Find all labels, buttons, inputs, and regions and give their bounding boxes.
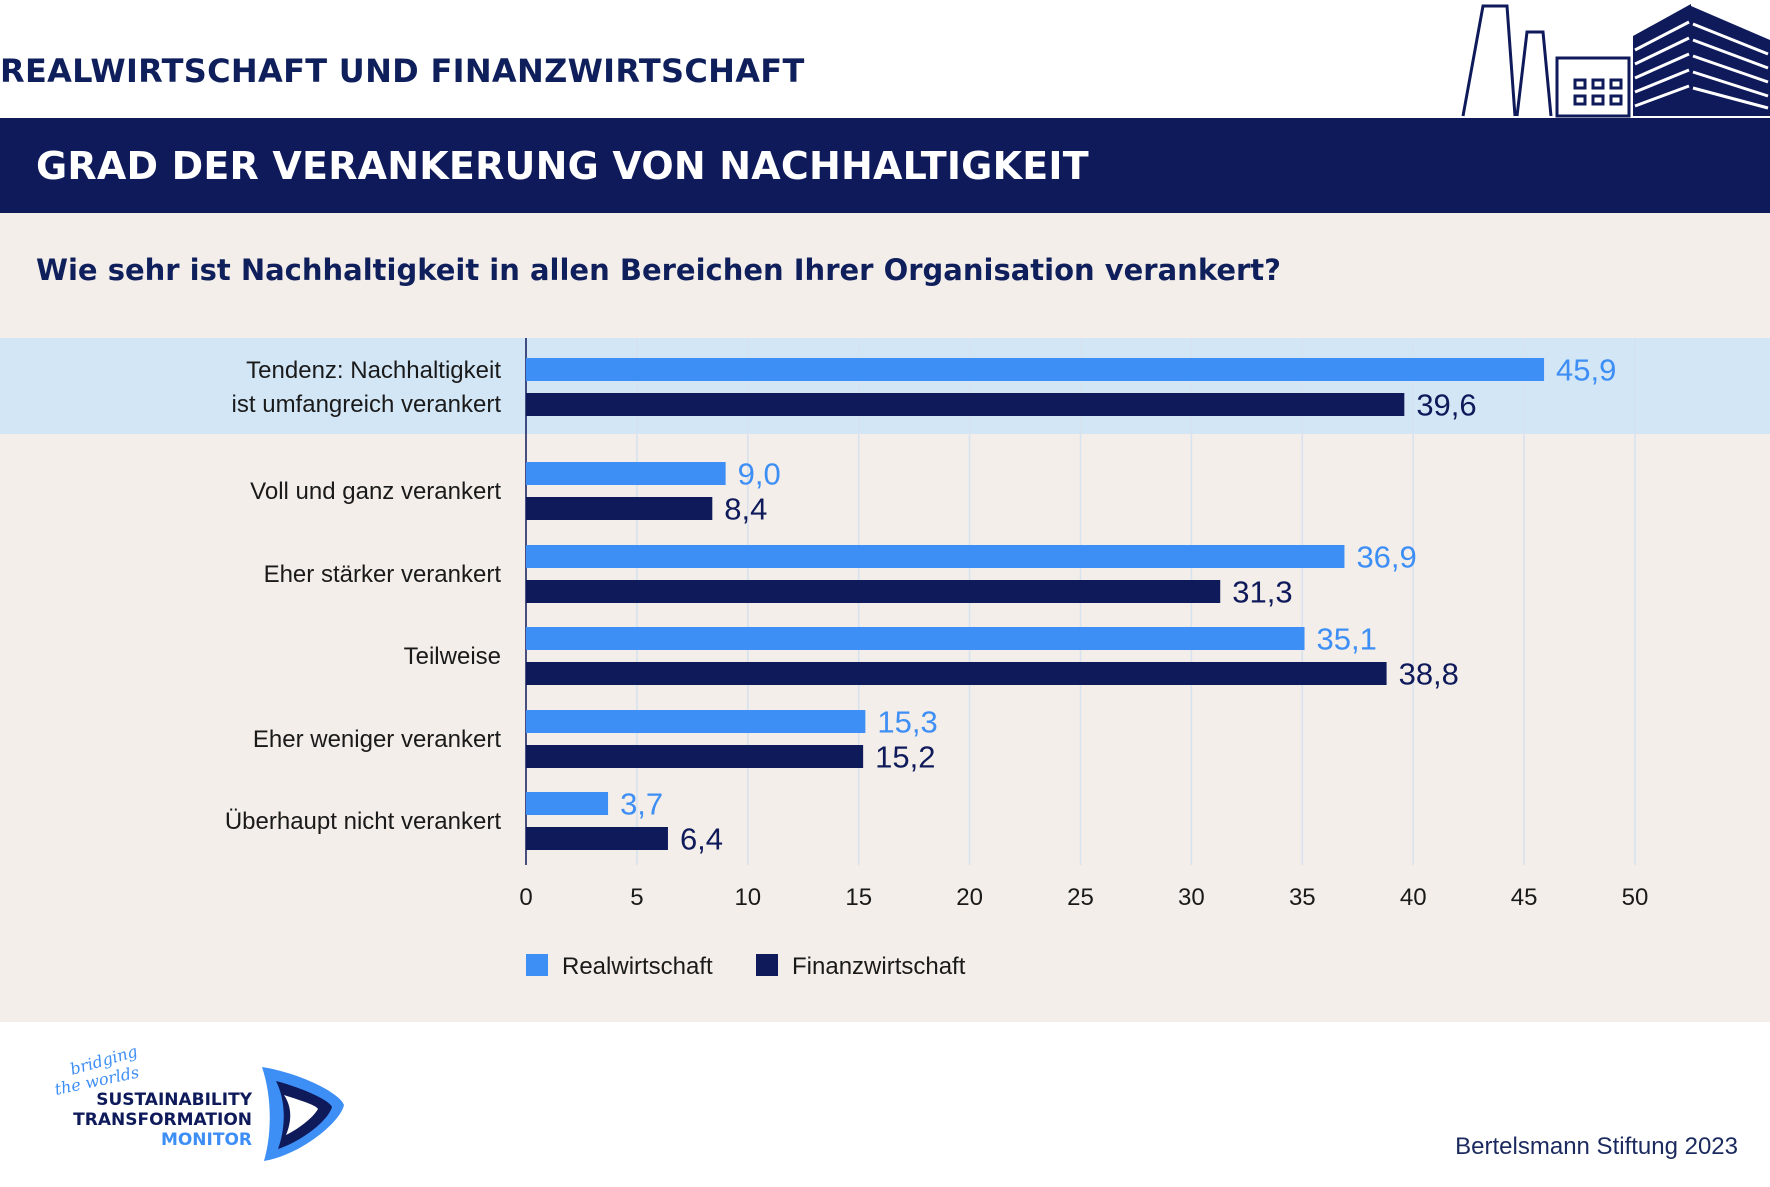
legend-swatch xyxy=(526,954,548,976)
bar-real xyxy=(526,545,1345,568)
category-label: Eher stärker verankert xyxy=(264,561,502,588)
data-label: 3,7 xyxy=(620,787,663,822)
data-label: 9,0 xyxy=(738,457,781,492)
city-skyline-icon xyxy=(1461,4,1770,118)
data-label: 39,6 xyxy=(1416,388,1476,423)
x-tick-label: 10 xyxy=(734,884,761,911)
bar-real xyxy=(526,792,609,815)
category-label: Tendenz: Nachhaltigkeit xyxy=(246,357,501,384)
category-label: ist umfangreich verankert xyxy=(232,391,502,418)
x-tick-label: 35 xyxy=(1289,884,1316,911)
data-label: 36,9 xyxy=(1356,540,1416,575)
question-heading: Wie sehr ist Nachhaltigkeit in allen Ber… xyxy=(36,253,1281,287)
x-tick-label: 45 xyxy=(1511,884,1538,911)
data-label: 6,4 xyxy=(680,822,723,857)
x-tick-label: 25 xyxy=(1067,884,1094,911)
logo-line-3: MONITOR xyxy=(161,1130,252,1150)
title-band: GRAD DER VERANKERUNG VON NACHHALTIGKEIT xyxy=(0,118,1770,213)
sustainability-monitor-logo: bridging the worlds SUSTAINABILITY TRANS… xyxy=(53,1045,344,1161)
x-tick-label: 40 xyxy=(1400,884,1427,911)
bar-fin xyxy=(526,827,668,850)
logo-line-2: TRANSFORMATION xyxy=(73,1110,252,1130)
legend-label: Realwirtschaft xyxy=(562,953,713,980)
category-label: Voll und ganz verankert xyxy=(250,478,501,505)
data-label: 15,2 xyxy=(875,740,935,775)
logo-line-1: SUSTAINABILITY xyxy=(96,1090,252,1110)
page-title: GRAD DER VERANKERUNG VON NACHHALTIGKEIT xyxy=(36,144,1089,188)
x-tick-label: 30 xyxy=(1178,884,1205,911)
bar-real xyxy=(526,627,1305,650)
data-label: 31,3 xyxy=(1232,575,1292,610)
credit-line: Bertelsmann Stiftung 2023 xyxy=(1455,1133,1738,1160)
x-tick-label: 15 xyxy=(845,884,872,911)
category-label: Überhaupt nicht verankert xyxy=(225,808,501,835)
x-tick-label: 5 xyxy=(630,884,643,911)
data-label: 38,8 xyxy=(1399,657,1459,692)
legend-label: Finanzwirtschaft xyxy=(792,953,966,980)
x-tick-label: 20 xyxy=(956,884,983,911)
category-label: Teilweise xyxy=(404,643,501,670)
bar-fin xyxy=(526,662,1387,685)
x-tick-label: 0 xyxy=(519,884,532,911)
category-label: Eher weniger verankert xyxy=(253,726,501,753)
data-label: 45,9 xyxy=(1556,353,1616,388)
bar-fin xyxy=(526,393,1405,416)
highlight-band xyxy=(0,338,1770,434)
x-tick-label: 50 xyxy=(1622,884,1649,911)
legend-swatch xyxy=(756,954,778,976)
bar-real xyxy=(526,358,1545,381)
data-label: 8,4 xyxy=(724,492,767,527)
bar-chart: 45,9 39,6 Tendenz: Nachhaltigkeit ist umfan… xyxy=(0,338,1770,980)
logo-shape-core-icon xyxy=(284,1095,318,1135)
bar-real xyxy=(526,462,726,485)
top-label: REALWIRTSCHAFT UND FINANZWIRTSCHAFT xyxy=(0,52,805,90)
bar-fin xyxy=(526,745,864,768)
bar-fin xyxy=(526,580,1221,603)
data-label: 35,1 xyxy=(1317,622,1377,657)
data-label: 15,3 xyxy=(877,705,937,740)
bar-fin xyxy=(526,497,713,520)
bar-real xyxy=(526,710,866,733)
